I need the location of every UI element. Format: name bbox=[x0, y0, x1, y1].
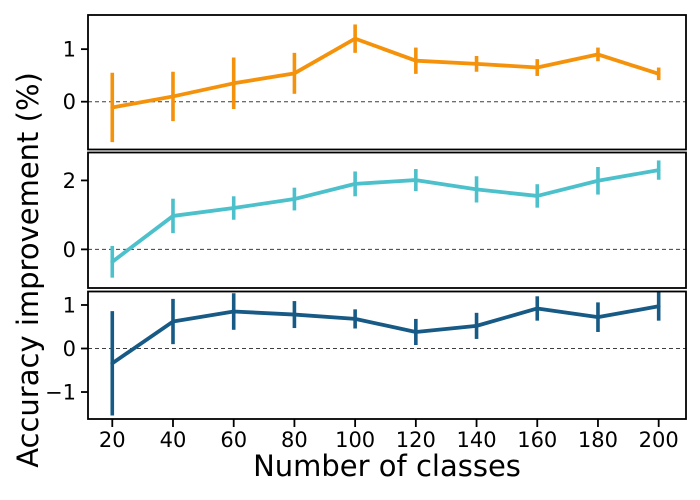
x-tick-label: 40 bbox=[160, 428, 187, 452]
x-tick-label: 180 bbox=[578, 428, 618, 452]
series-line-dark-blue-series bbox=[110, 304, 661, 366]
y-tick-label: 2 bbox=[63, 169, 76, 193]
y-tick-label: −1 bbox=[45, 381, 76, 405]
x-tick-label: 60 bbox=[220, 428, 247, 452]
series-line-cyan-series bbox=[110, 168, 661, 264]
y-tick-label: 1 bbox=[63, 293, 76, 317]
x-tick-label: 160 bbox=[517, 428, 557, 452]
y-tick-label: 0 bbox=[63, 90, 76, 114]
series-line-orange-series bbox=[110, 36, 661, 110]
y-tick-label: 0 bbox=[63, 337, 76, 361]
x-axis-title: Number of classes bbox=[253, 449, 521, 483]
y-tick-label: 1 bbox=[63, 38, 76, 62]
x-tick-label: 120 bbox=[396, 428, 436, 452]
y-axis-title: Accuracy improvement (%) bbox=[11, 72, 45, 468]
x-tick-label: 80 bbox=[281, 428, 308, 452]
x-tick-label: 200 bbox=[639, 428, 679, 452]
x-tick-label: 100 bbox=[335, 428, 375, 452]
x-tick-label: 20 bbox=[99, 428, 126, 452]
subplot-frame-bottom bbox=[87, 290, 687, 420]
y-tick-label: 0 bbox=[63, 238, 76, 262]
x-tick-label: 140 bbox=[457, 428, 497, 452]
subplot-frame-middle bbox=[87, 151, 687, 289]
subplot-frame-top bbox=[87, 14, 687, 151]
